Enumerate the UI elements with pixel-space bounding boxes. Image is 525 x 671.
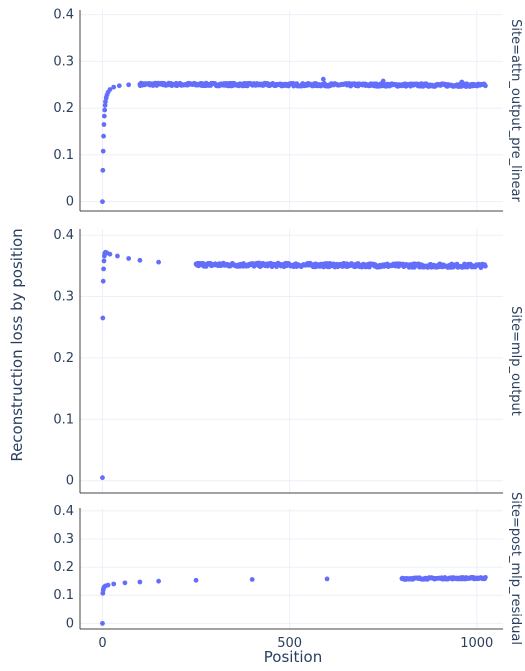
facet-label: Site=post_mlp_residual <box>508 492 523 645</box>
y-axis-title: Reconstruction loss by position <box>8 228 26 461</box>
data-point <box>320 76 326 82</box>
data-point <box>100 148 106 154</box>
facet-panels: 0 0.1 0.2 0.3 0.4 Site=attn_output_pre_linear… <box>53 8 523 651</box>
facet-panel: 0 0.1 0.2 0.3 0.4 Site=mlp_output <box>53 228 523 494</box>
facet-label: Site=attn_output_pre_linear <box>508 19 523 202</box>
y-tick-label: 0.1 <box>53 588 74 603</box>
data-point <box>115 253 120 259</box>
y-tick-label: 0.4 <box>53 504 74 519</box>
x-tick-label: 1000 <box>460 636 493 651</box>
y-tick-label: 0.3 <box>53 290 74 305</box>
y-tick-label: 0.2 <box>53 560 74 575</box>
data-point <box>116 83 122 89</box>
x-tick-label: 0 <box>98 636 106 651</box>
data-point <box>100 315 106 321</box>
facet-panel: 0 0.1 0.2 0.3 0.4 Site=attn_output_pre_linear <box>53 8 523 212</box>
data-point <box>105 582 111 588</box>
data-point <box>101 113 107 119</box>
data-point <box>126 82 132 88</box>
data-point <box>380 78 386 84</box>
data-point <box>100 167 106 173</box>
data-point <box>101 266 106 272</box>
data-point <box>111 84 117 90</box>
data-point <box>137 579 143 585</box>
data-point <box>126 256 132 261</box>
y-tick-label: 0 <box>66 616 74 631</box>
data-point <box>100 278 106 284</box>
facet-panel: 0 0.1 0.2 0.3 0.4 Site=post_mlp_residual <box>53 492 523 645</box>
y-tick-label: 0.1 <box>53 148 74 163</box>
data-point <box>101 122 107 127</box>
y-tick-label: 0.2 <box>53 101 74 116</box>
data-point <box>100 475 105 481</box>
data-point <box>103 99 108 105</box>
y-tick-label: 0.3 <box>53 54 74 69</box>
y-tick-label: 0.4 <box>53 8 74 23</box>
data-point <box>102 102 108 108</box>
data-point <box>137 257 143 263</box>
data-point <box>122 580 128 586</box>
data-point <box>483 574 488 580</box>
data-point <box>107 87 113 92</box>
data-point <box>156 259 162 265</box>
data-point <box>102 107 108 113</box>
x-tick-label: 500 <box>277 636 302 651</box>
facet-label: Site=mlp_output <box>508 306 523 416</box>
data-point <box>100 620 105 626</box>
data-point <box>156 578 162 584</box>
y-tick-label: 0 <box>66 195 74 210</box>
data-point <box>101 133 106 139</box>
y-tick-label: 0.3 <box>53 532 74 547</box>
data-point <box>100 199 105 205</box>
y-tick-label: 0.2 <box>53 351 74 366</box>
data-point <box>459 79 465 85</box>
data-point <box>111 581 117 587</box>
y-tick-label: 0.4 <box>53 228 74 243</box>
data-point <box>483 83 488 89</box>
data-point <box>249 577 255 582</box>
data-point <box>483 263 488 269</box>
y-tick-label: 0 <box>66 474 74 489</box>
data-point <box>193 577 199 583</box>
data-point <box>107 251 113 257</box>
data-point <box>101 258 107 264</box>
data-point <box>324 576 330 582</box>
y-tick-label: 0.1 <box>53 412 74 427</box>
x-axis-title: Position <box>264 648 322 666</box>
